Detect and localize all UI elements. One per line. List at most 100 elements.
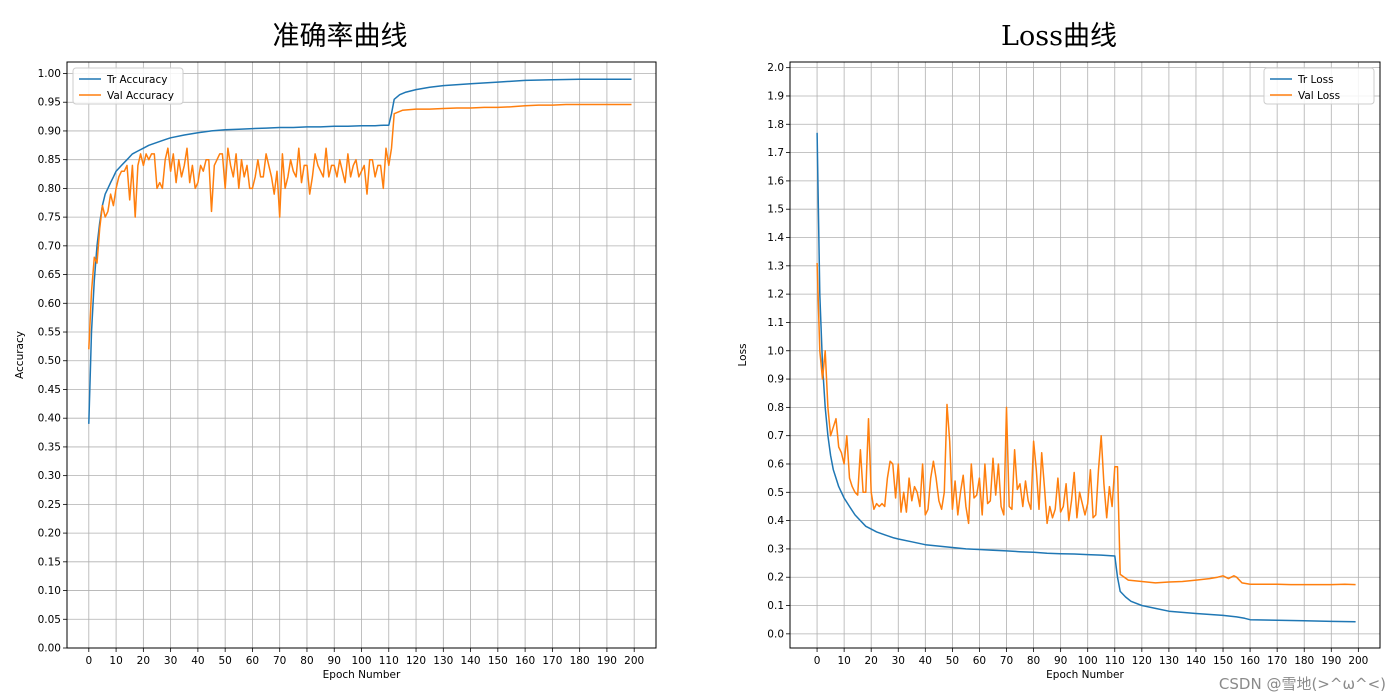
accuracy-y-tick-label: 0.10 (38, 585, 61, 597)
accuracy-series-line-tr-accuracy (88, 78, 632, 424)
loss-y-tick-label: 0.8 (767, 402, 784, 414)
loss-y-tick-label: 0.7 (767, 430, 784, 442)
accuracy-x-tick-label: 80 (300, 655, 313, 667)
loss-y-tick-label: 1.5 (767, 204, 784, 216)
loss-y-tick-label: 1.7 (767, 147, 784, 159)
loss-x-tick-label: 110 (1105, 655, 1125, 667)
loss-y-tick-label: 1.3 (767, 260, 784, 272)
accuracy-x-tick-label: 40 (191, 655, 204, 667)
accuracy-legend-label: Val Accuracy (107, 90, 174, 102)
accuracy-x-tick-label: 100 (351, 655, 371, 667)
loss-x-tick-label: 50 (946, 655, 959, 667)
loss-y-tick-label: 1.9 (767, 90, 784, 102)
loss-y-tick-label: 0.9 (767, 374, 784, 386)
accuracy-x-tick-label: 120 (406, 655, 426, 667)
accuracy-x-tick-label: 180 (570, 655, 590, 667)
accuracy-x-tick-label: 30 (164, 655, 177, 667)
loss-y-tick-label: 1.2 (767, 289, 784, 301)
loss-y-tick-label: 1.1 (767, 317, 784, 329)
loss-x-tick-label: 10 (837, 655, 850, 667)
accuracy-x-tick-label: 190 (597, 655, 617, 667)
accuracy-y-tick-label: 0.05 (38, 614, 61, 626)
accuracy-y-tick-label: 0.15 (38, 556, 61, 568)
accuracy-y-tick-label: 0.25 (38, 499, 61, 511)
loss-y-tick-label: 1.8 (767, 119, 784, 131)
accuracy-x-tick-label: 130 (433, 655, 453, 667)
loss-y-axis-label: Loss (737, 343, 749, 366)
accuracy-x-tick-label: 0 (85, 655, 92, 667)
accuracy-y-tick-label: 0.90 (38, 125, 61, 137)
accuracy-legend-label: Tr Accuracy (106, 74, 167, 86)
accuracy-x-tick-label: 50 (218, 655, 231, 667)
loss-y-tick-label: 0.2 (767, 572, 784, 584)
loss-y-tick-label: 1.0 (767, 345, 784, 357)
loss-x-tick-label: 120 (1132, 655, 1152, 667)
loss-x-tick-label: 60 (973, 655, 986, 667)
accuracy-x-tick-label: 150 (488, 655, 508, 667)
loss-x-tick-label: 170 (1267, 655, 1287, 667)
accuracy-x-tick-label: 140 (461, 655, 481, 667)
loss-legend-label: Tr Loss (1297, 74, 1334, 86)
accuracy-chart-title: 准确率曲线 (272, 21, 408, 52)
accuracy-y-tick-label: 0.55 (38, 327, 61, 339)
loss-x-tick-label: 30 (892, 655, 905, 667)
watermark: CSDN @雪地(>^ω^<) (1218, 675, 1386, 693)
loss-y-tick-label: 0.4 (767, 515, 784, 527)
accuracy-x-tick-label: 110 (379, 655, 399, 667)
loss-legend-label: Val Loss (1298, 90, 1340, 102)
accuracy-x-tick-label: 10 (109, 655, 122, 667)
loss-x-tick-label: 190 (1321, 655, 1341, 667)
loss-series-line-val-loss (816, 262, 1356, 586)
loss-y-tick-label: 2.0 (767, 62, 784, 74)
accuracy-y-tick-label: 0.60 (38, 298, 61, 310)
loss-x-tick-label: 140 (1186, 655, 1206, 667)
accuracy-y-tick-label: 1.00 (38, 68, 61, 80)
loss-x-tick-label: 180 (1294, 655, 1314, 667)
loss-chart-title: Loss曲线 (1001, 21, 1117, 52)
accuracy-y-tick-label: 0.20 (38, 528, 61, 540)
loss-x-tick-label: 80 (1027, 655, 1040, 667)
accuracy-y-tick-label: 0.95 (38, 97, 61, 109)
loss-y-tick-label: 0.0 (767, 628, 784, 640)
accuracy-y-tick-label: 0.40 (38, 413, 61, 425)
accuracy-y-tick-label: 0.30 (38, 470, 61, 482)
loss-x-tick-label: 20 (865, 655, 878, 667)
loss-y-tick-label: 1.4 (767, 232, 784, 244)
accuracy-y-tick-label: 0.75 (38, 212, 61, 224)
loss-x-tick-label: 200 (1348, 655, 1368, 667)
accuracy-y-axis-label: Accuracy (14, 331, 26, 379)
accuracy-y-tick-label: 0.45 (38, 384, 61, 396)
loss-x-tick-label: 0 (814, 655, 821, 667)
accuracy-x-tick-label: 20 (137, 655, 150, 667)
accuracy-y-tick-label: 0.65 (38, 269, 61, 281)
accuracy-x-tick-label: 160 (515, 655, 535, 667)
accuracy-y-tick-label: 0.85 (38, 154, 61, 166)
loss-x-tick-label: 70 (1000, 655, 1013, 667)
loss-y-tick-label: 0.3 (767, 543, 784, 555)
accuracy-y-tick-label: 0.80 (38, 183, 61, 195)
loss-y-tick-label: 1.6 (767, 175, 784, 187)
accuracy-x-tick-label: 200 (624, 655, 644, 667)
accuracy-y-tick-label: 0.00 (38, 643, 61, 655)
accuracy-y-tick-label: 0.70 (38, 240, 61, 252)
accuracy-y-tick-label: 0.35 (38, 441, 61, 453)
loss-plot-frame (789, 61, 1381, 649)
loss-y-tick-label: 0.1 (767, 600, 784, 612)
accuracy-x-tick-label: 70 (273, 655, 286, 667)
accuracy-x-tick-label: 60 (246, 655, 259, 667)
loss-x-tick-label: 100 (1078, 655, 1098, 667)
loss-y-tick-label: 0.6 (767, 458, 784, 470)
loss-series-line-tr-loss (816, 132, 1356, 623)
accuracy-chart: 0 10 20 30 40 50 60 70 80 90 100 110 120 130 140 150 160… (14, 61, 657, 681)
accuracy-y-tick-label: 0.50 (38, 355, 61, 367)
loss-y-tick-label: 0.5 (767, 487, 784, 499)
loss-x-tick-label: 150 (1213, 655, 1233, 667)
loss-x-tick-label: 40 (919, 655, 932, 667)
loss-x-axis-label: Epoch Number (1046, 669, 1124, 681)
loss-x-tick-label: 90 (1054, 655, 1067, 667)
loss-x-tick-label: 160 (1240, 655, 1260, 667)
accuracy-series-line-val-accuracy (88, 103, 632, 350)
accuracy-x-tick-label: 170 (542, 655, 562, 667)
accuracy-x-tick-label: 90 (328, 655, 341, 667)
